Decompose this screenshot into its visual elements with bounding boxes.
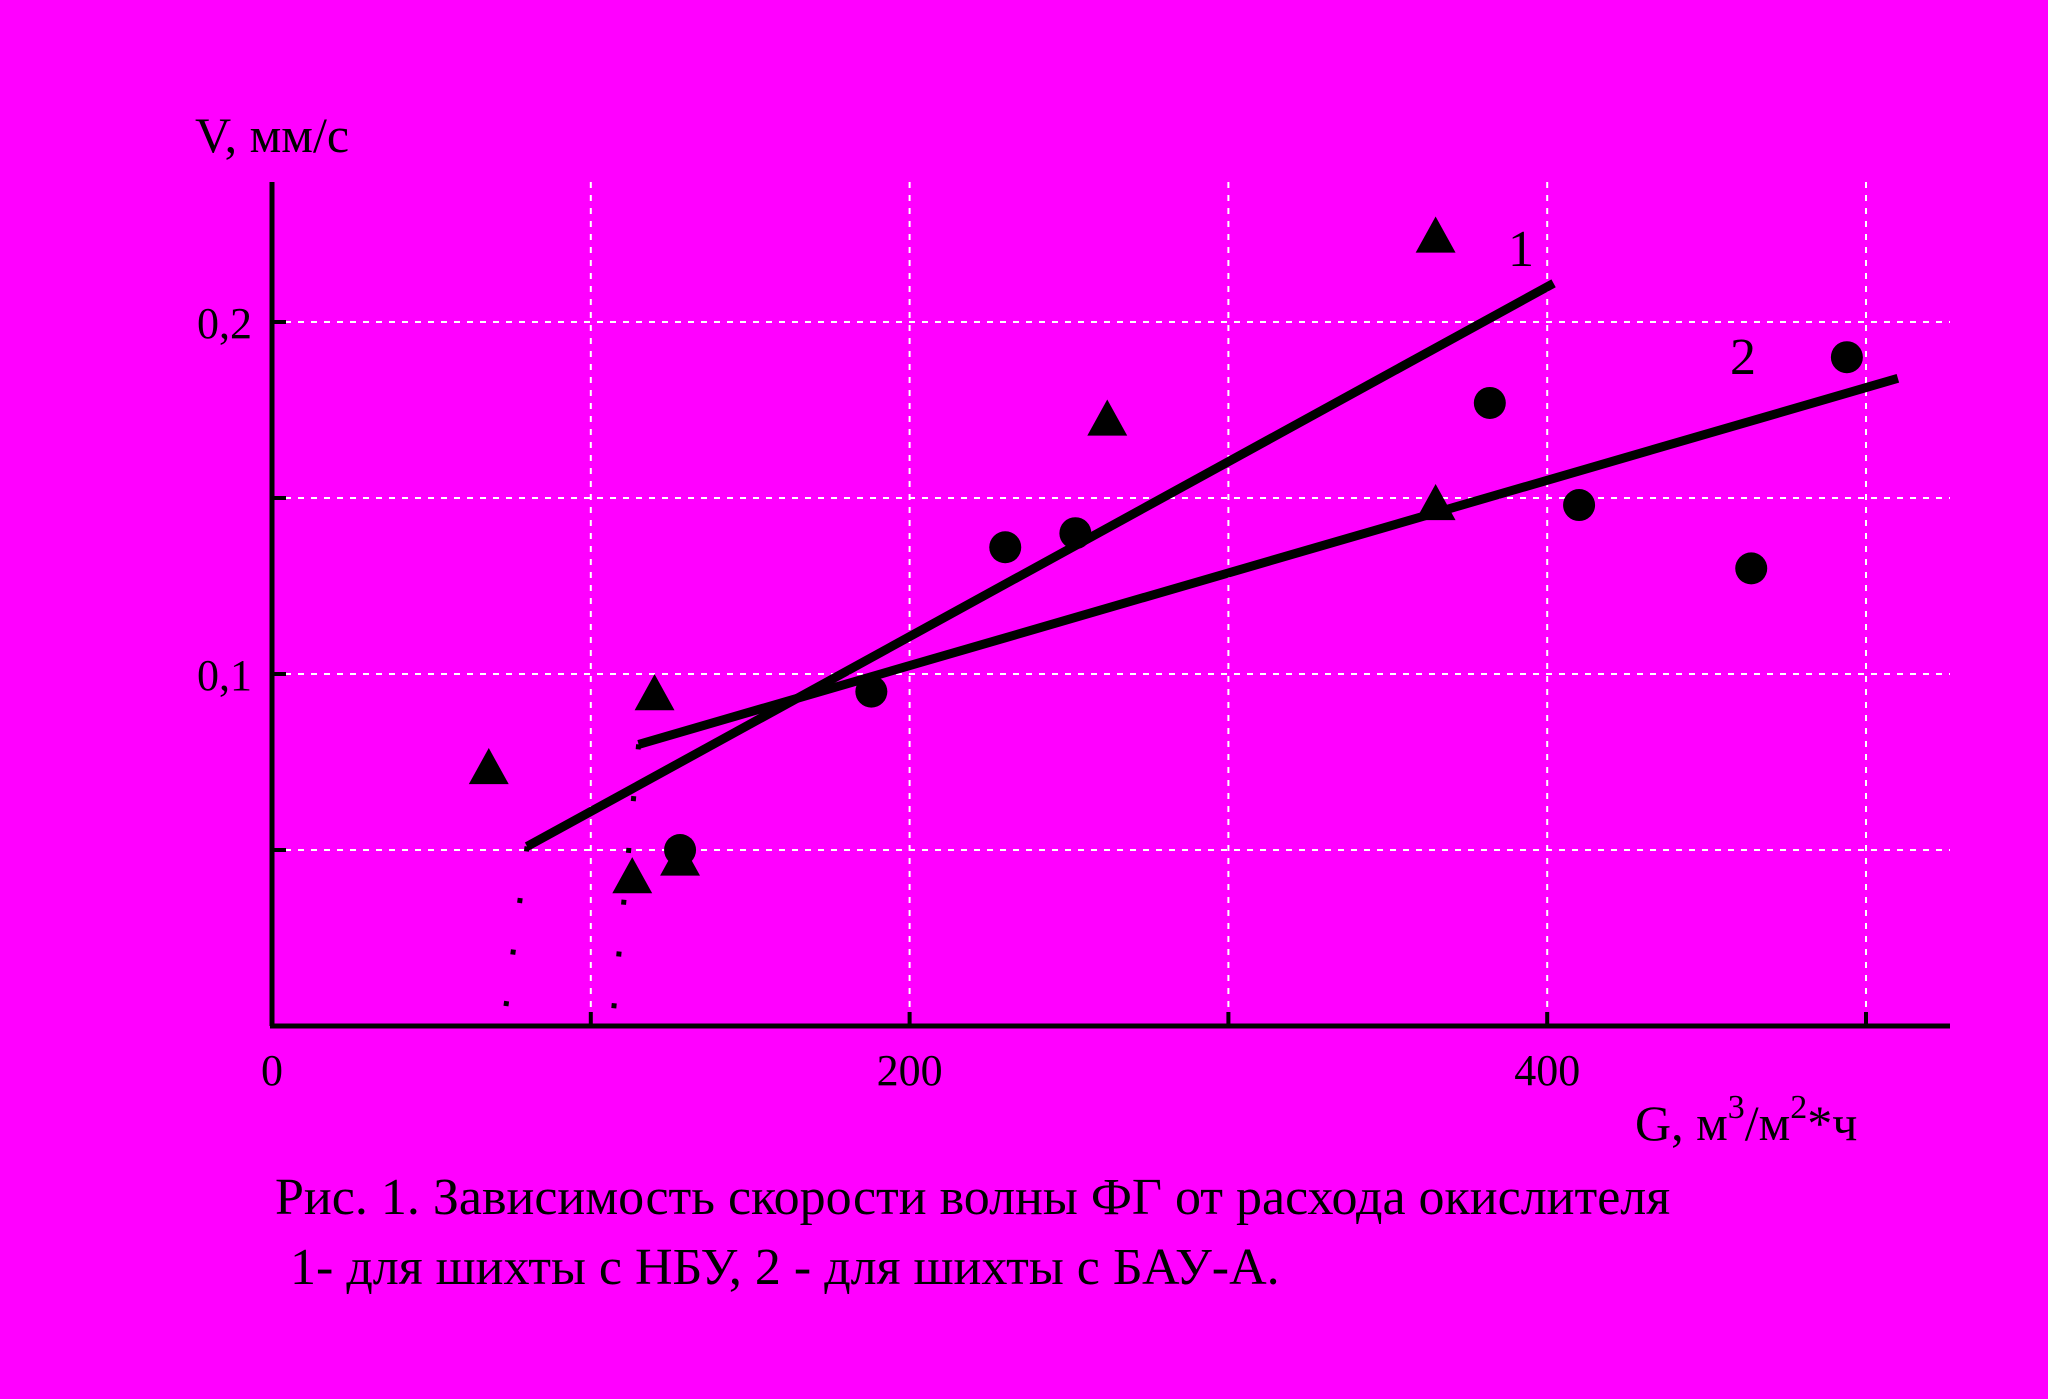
point-series-1-triangle bbox=[468, 748, 509, 785]
point-series-2-circle bbox=[664, 834, 697, 866]
point-series-1-triangle bbox=[1087, 399, 1128, 436]
x-tick-label: 0 bbox=[261, 1046, 283, 1095]
x-axis-title: G, м3/м2*ч bbox=[1635, 1089, 1857, 1151]
point-series-2-circle bbox=[1563, 489, 1596, 522]
fit-line-series-1 bbox=[524, 279, 1556, 851]
line1-label: 1 bbox=[1508, 221, 1534, 278]
y-tick-label: 0,1 bbox=[197, 651, 252, 700]
y-axis-title: V, мм/с bbox=[195, 107, 349, 163]
x-axis-title-main: G, м bbox=[1635, 1095, 1728, 1151]
y-tick-label: 0,2 bbox=[197, 299, 252, 348]
x-tick-label: 400 bbox=[1514, 1046, 1580, 1095]
x-axis-title-sup2: 2 bbox=[1790, 1089, 1807, 1126]
x-axis-title-mid: /м bbox=[1745, 1095, 1791, 1151]
point-series-2-circle bbox=[989, 531, 1022, 564]
point-series-1-triangle bbox=[1415, 484, 1456, 521]
x-tick-label: 200 bbox=[877, 1046, 943, 1095]
x-axis-title-sup1: 3 bbox=[1728, 1089, 1745, 1126]
point-series-2-circle bbox=[1473, 386, 1506, 419]
line2-label: 2 bbox=[1730, 329, 1756, 386]
fit-line-series-2 bbox=[637, 373, 1900, 749]
data-points bbox=[468, 216, 1863, 894]
point-series-2-circle bbox=[1059, 517, 1092, 550]
point-series-1-triangle bbox=[1415, 216, 1456, 253]
x-axis-title-tail: *ч bbox=[1807, 1095, 1857, 1151]
point-series-1-triangle bbox=[634, 674, 675, 711]
caption-line-1: Рис. 1. Зависимость скорости волны ФГ от… bbox=[275, 1169, 1671, 1226]
point-series-1-triangle bbox=[612, 857, 653, 894]
fit-lines bbox=[502, 279, 1900, 1016]
dotted-drop-line-1 bbox=[502, 846, 530, 1016]
point-series-2-circle bbox=[1830, 341, 1863, 374]
caption-line-2: 1- для шихты с НБУ, 2 - для шихты с БАУ-… bbox=[290, 1239, 1280, 1296]
point-series-2-circle bbox=[855, 675, 888, 708]
ticks: 0 200 400 0,1 0,2 bbox=[197, 299, 1868, 1095]
point-series-2-circle bbox=[1735, 552, 1768, 585]
grid bbox=[272, 182, 1950, 1026]
